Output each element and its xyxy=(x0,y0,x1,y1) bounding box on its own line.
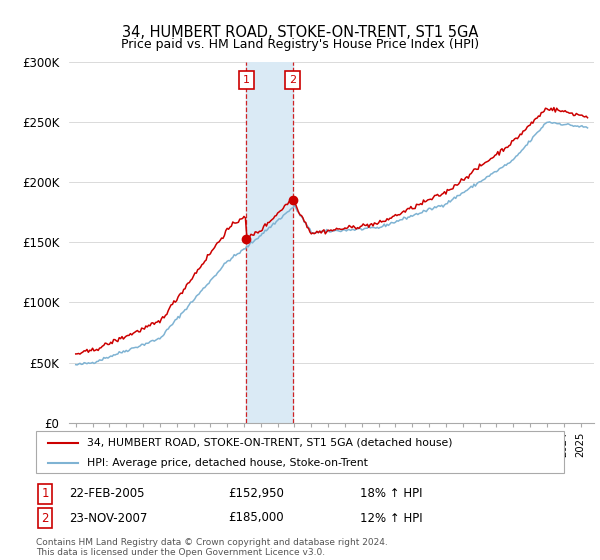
Text: £185,000: £185,000 xyxy=(228,511,284,525)
Text: 18% ↑ HPI: 18% ↑ HPI xyxy=(360,487,422,501)
Text: 2: 2 xyxy=(41,511,49,525)
Text: 12% ↑ HPI: 12% ↑ HPI xyxy=(360,511,422,525)
Text: Price paid vs. HM Land Registry's House Price Index (HPI): Price paid vs. HM Land Registry's House … xyxy=(121,38,479,51)
Text: 34, HUMBERT ROAD, STOKE-ON-TRENT, ST1 5GA (detached house): 34, HUMBERT ROAD, STOKE-ON-TRENT, ST1 5G… xyxy=(87,438,452,448)
Text: 22-FEB-2005: 22-FEB-2005 xyxy=(69,487,145,501)
Text: 23-NOV-2007: 23-NOV-2007 xyxy=(69,511,148,525)
Text: HPI: Average price, detached house, Stoke-on-Trent: HPI: Average price, detached house, Stok… xyxy=(87,458,368,468)
Text: 1: 1 xyxy=(41,487,49,501)
Bar xyxy=(246,62,293,423)
Text: £152,950: £152,950 xyxy=(228,487,284,501)
Text: 34, HUMBERT ROAD, STOKE-ON-TRENT, ST1 5GA: 34, HUMBERT ROAD, STOKE-ON-TRENT, ST1 5G… xyxy=(122,25,478,40)
Text: Contains HM Land Registry data © Crown copyright and database right 2024.
This d: Contains HM Land Registry data © Crown c… xyxy=(36,538,388,557)
Text: 2: 2 xyxy=(289,74,296,85)
Text: 1: 1 xyxy=(242,74,250,85)
